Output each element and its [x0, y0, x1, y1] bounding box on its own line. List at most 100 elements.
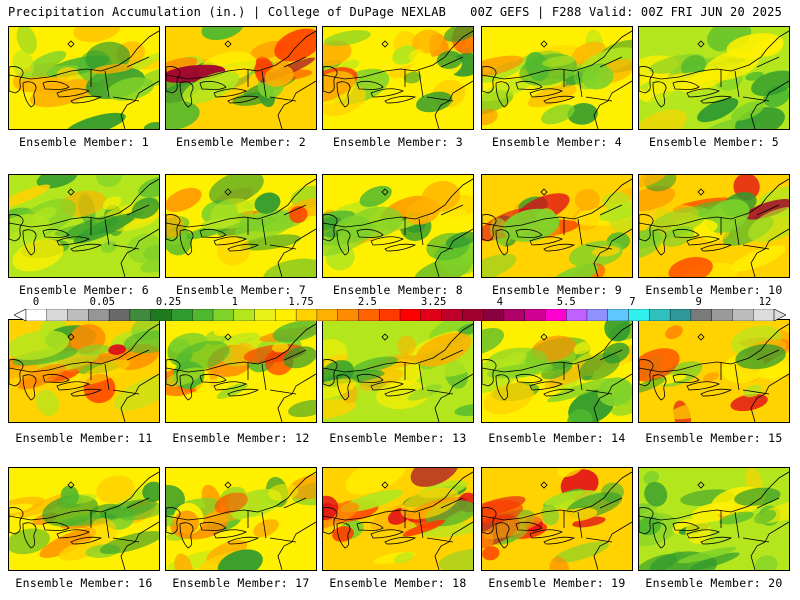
colorbar-tick-label: 5.5	[556, 296, 576, 308]
colorbar-tick-label: 7	[629, 296, 636, 308]
precip-map	[166, 468, 316, 570]
colorbar-tick-label: 9	[695, 296, 702, 308]
ensemble-panel[interactable]	[8, 467, 160, 571]
ensemble-member-label: Ensemble Member: 18	[329, 576, 467, 590]
colorbar-segment	[628, 309, 650, 321]
ensemble-member-label: Ensemble Member: 1	[18, 135, 150, 149]
colorbar-segment	[108, 309, 131, 321]
precip-map	[482, 175, 632, 277]
colorbar-segment	[25, 309, 48, 321]
colorbar-tick-label: 2.5	[357, 296, 377, 308]
ensemble-panel[interactable]	[481, 319, 633, 423]
ensemble-panel[interactable]	[638, 319, 790, 423]
ensemble-member-label: Ensemble Member: 13	[329, 431, 467, 445]
colorbar-segment	[379, 309, 401, 321]
ensemble-panel[interactable]	[8, 319, 160, 423]
colorbar-tick-label: 0.25	[155, 296, 182, 308]
colorbar-tick-label: 3.25	[420, 296, 447, 308]
precip-map	[166, 320, 316, 422]
ensemble-panel[interactable]	[8, 174, 160, 278]
precip-map	[9, 175, 159, 277]
colorbar-segment	[67, 309, 89, 321]
ensemble-member-label: Ensemble Member: 11	[15, 431, 153, 445]
colorbar-segment	[88, 309, 110, 321]
ensemble-panel[interactable]	[638, 467, 790, 571]
colorbar-segment	[192, 309, 214, 321]
colorbar-segment	[316, 309, 339, 321]
ensemble-member-label: Ensemble Member: 17	[172, 576, 310, 590]
ensemble-panel[interactable]	[322, 319, 474, 423]
ensemble-member-label: Ensemble Member: 8	[332, 283, 464, 297]
colorbar-tick-label: 12	[758, 296, 772, 308]
colorbar-segment	[295, 309, 318, 321]
colorbar-segment	[690, 309, 713, 321]
ensemble-panel[interactable]	[322, 467, 474, 571]
ensemble-member-label: Ensemble Member: 19	[488, 576, 626, 590]
ensemble-panel[interactable]	[322, 174, 474, 278]
precip-map	[9, 320, 159, 422]
ensemble-panel[interactable]	[8, 26, 160, 130]
colorbar-segment	[482, 309, 505, 321]
colorbar-segment	[337, 309, 359, 321]
colorbar-segment	[669, 309, 692, 321]
colorbar-tick-label: 1.75	[288, 296, 314, 308]
precip-map	[323, 320, 473, 422]
ensemble-panel[interactable]	[322, 26, 474, 130]
valid-time-label: 00Z GEFS | F288 Valid: 00Z FRI JUN 20 20…	[470, 5, 782, 19]
colorbar-segment	[524, 309, 546, 321]
ensemble-panel[interactable]	[165, 26, 317, 130]
ensemble-member-label: Ensemble Member: 9	[491, 283, 623, 297]
ensemble-member-label: Ensemble Member: 7	[175, 283, 307, 297]
ensemble-member-label: Ensemble Member: 6	[18, 283, 150, 297]
precip-map	[639, 175, 789, 277]
colorbar-min-arrow	[14, 309, 27, 321]
ensemble-member-label: Ensemble Member: 15	[645, 431, 783, 445]
ensemble-member-label: Ensemble Member: 12	[172, 431, 310, 445]
colorbar-segment	[753, 309, 775, 321]
precip-colorbar	[14, 309, 786, 321]
colorbar-segment	[150, 309, 172, 321]
ensemble-member-label: Ensemble Member: 20	[645, 576, 783, 590]
colorbar-max-arrow	[773, 309, 786, 321]
colorbar-segment	[545, 309, 567, 321]
precip-map	[323, 27, 473, 129]
ensemble-panel[interactable]	[481, 26, 633, 130]
ensemble-member-label: Ensemble Member: 4	[491, 135, 623, 149]
ensemble-panel[interactable]	[481, 467, 633, 571]
ensemble-member-label: Ensemble Member: 3	[332, 135, 464, 149]
colorbar-segment	[441, 309, 463, 321]
colorbar-segment	[711, 309, 733, 321]
ensemble-panel[interactable]	[638, 174, 790, 278]
colorbar-segment	[462, 309, 484, 321]
colorbar-segment	[649, 309, 671, 321]
colorbar-tick-label: 0	[32, 296, 40, 308]
colorbar-segment	[420, 309, 443, 321]
colorbar-segment	[566, 309, 588, 321]
ensemble-panel[interactable]	[638, 26, 790, 130]
precip-map	[482, 320, 632, 422]
colorbar-segment	[212, 309, 235, 321]
colorbar-segment	[503, 309, 526, 321]
colorbar-segment	[732, 309, 754, 321]
colorbar-segment	[254, 309, 276, 321]
ensemble-panel[interactable]	[165, 174, 317, 278]
precip-map	[323, 468, 473, 570]
precip-map	[9, 27, 159, 129]
colorbar-tick-label: 4	[496, 296, 504, 308]
precip-map	[639, 468, 789, 570]
ensemble-member-label: Ensemble Member: 10	[645, 283, 783, 297]
ensemble-panel[interactable]	[165, 467, 317, 571]
ensemble-member-label: Ensemble Member: 14	[488, 431, 626, 445]
precip-map	[639, 27, 789, 129]
precip-map	[9, 468, 159, 570]
colorbar-segment	[358, 309, 380, 321]
ensemble-panel[interactable]	[481, 174, 633, 278]
colorbar-segment	[233, 309, 256, 321]
precip-map	[639, 320, 789, 422]
ensemble-member-label: Ensemble Member: 5	[648, 135, 780, 149]
precip-map	[166, 175, 316, 277]
colorbar-segment	[586, 309, 609, 321]
ensemble-member-label: Ensemble Member: 16	[15, 576, 153, 590]
colorbar-segment	[129, 309, 152, 321]
ensemble-panel[interactable]	[165, 319, 317, 423]
